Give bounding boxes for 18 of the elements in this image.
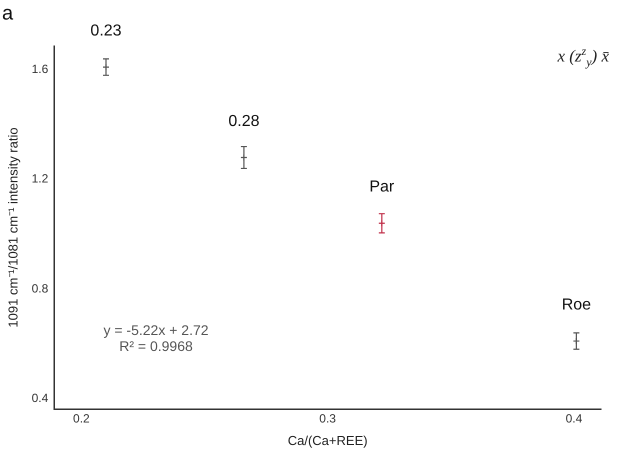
chart-title: a xyxy=(2,2,14,25)
x-tick-label: 0.4 xyxy=(566,412,583,426)
y-tick-label: 0.4 xyxy=(32,390,49,405)
annotation: Par xyxy=(369,178,395,196)
annotation: y = -5.22x + 2.72 xyxy=(103,322,209,338)
x-tick-label: 0.3 xyxy=(319,412,336,426)
y-tick-label: 1.2 xyxy=(32,172,49,186)
annotation: 0.28 xyxy=(228,112,260,130)
annotation: x (z$^{z}$$_{y}$) x̄ xyxy=(557,44,609,70)
annotation: R² = 0.9968 xyxy=(119,338,193,354)
annotation: Roe xyxy=(562,296,592,314)
y-tick-label: 0.8 xyxy=(32,281,49,296)
x-tick-label: 0.2 xyxy=(73,412,90,426)
x-axis-title: Ca/(Ca+REE) xyxy=(288,432,368,448)
annotation: 0.23 xyxy=(90,22,122,40)
y-axis-title: 1091 cm⁻¹/1081 cm⁻¹ intensity ratio xyxy=(5,127,20,328)
y-tick-label: 1.6 xyxy=(32,62,49,76)
point xyxy=(378,220,386,227)
